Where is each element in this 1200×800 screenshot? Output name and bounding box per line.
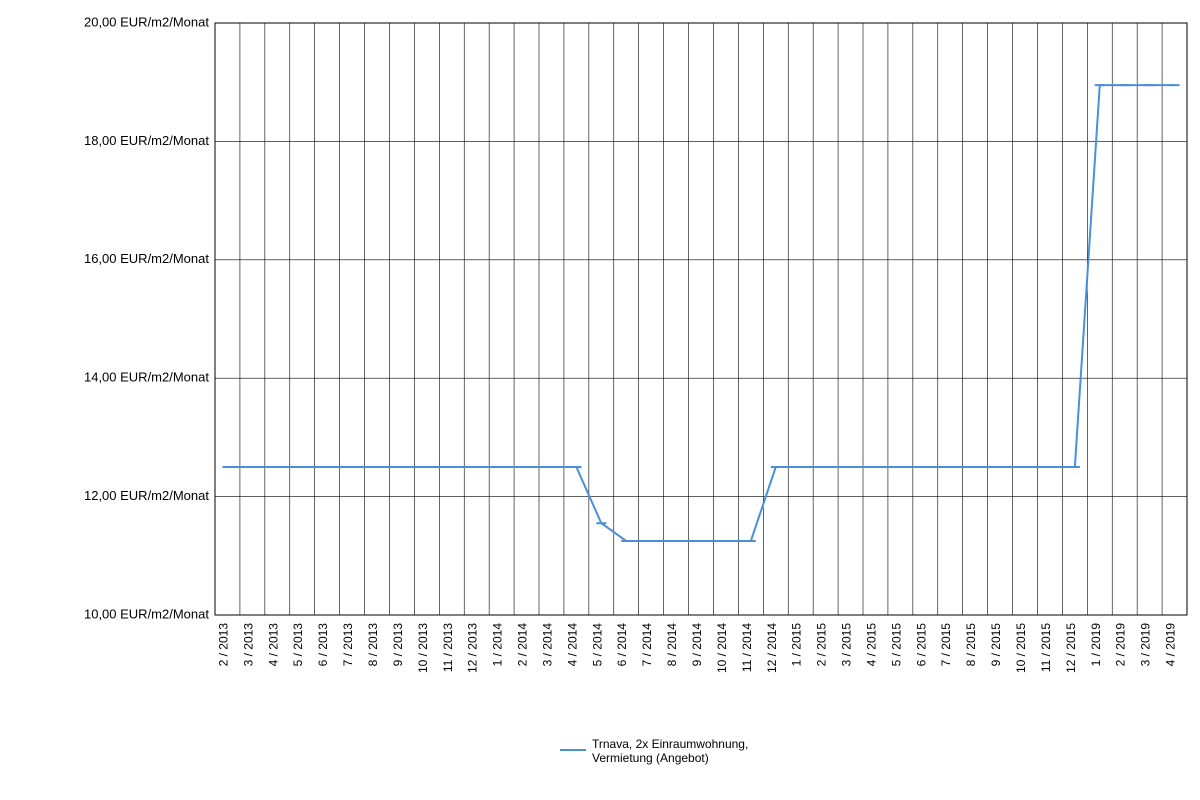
line-chart: 10,00 EUR/m2/Monat 12,00 EUR/m2/Monat 14,0… [0,0,1200,800]
y-tick-label: 16,00 EUR/m2/Monat [84,251,209,266]
x-tick-label: 9 / 2015 [989,623,1003,667]
chart-svg: 10,00 EUR/m2/Monat 12,00 EUR/m2/Monat 14,0… [0,0,1200,800]
x-tick-label: 3 / 2014 [540,623,554,667]
x-tick-label: 3 / 2019 [1139,623,1153,667]
x-tick-label: 4 / 2019 [1164,623,1178,667]
x-tick-label: 7 / 2015 [939,623,953,667]
legend-label: Vermietung (Angebot) [592,751,709,765]
x-tick-label: 3 / 2015 [840,623,854,667]
x-tick-label: 3 / 2013 [241,623,255,667]
x-tick-label: 1 / 2019 [1089,623,1103,667]
x-tick-label: 9 / 2013 [391,623,405,667]
x-tick-label: 8 / 2013 [366,623,380,667]
x-tick-label: 11 / 2014 [740,623,754,672]
x-tick-label: 8 / 2015 [964,623,978,667]
x-tick-label: 2 / 2013 [216,623,230,667]
x-tick-label: 6 / 2015 [914,623,928,667]
x-tick-label: 5 / 2014 [590,623,604,667]
y-tick-label: 10,00 EUR/m2/Monat [84,606,209,621]
x-tick-label: 4 / 2015 [864,623,878,667]
x-tick-label: 9 / 2014 [690,623,704,667]
x-tick-label: 12 / 2014 [765,623,779,673]
x-tick-label: 10 / 2013 [416,623,430,673]
x-tick-label: 6 / 2013 [316,623,330,667]
x-tick-label: 7 / 2013 [341,623,355,667]
x-tick-label: 1 / 2015 [790,623,804,667]
x-tick-label: 11 / 2013 [441,623,455,672]
x-tick-label: 8 / 2014 [665,623,679,667]
legend-label: Trnava, 2x Einraumwohnung, [592,737,748,751]
x-tick-label: 11 / 2015 [1039,623,1053,672]
x-tick-label: 10 / 2014 [715,623,729,673]
x-tick-label: 2 / 2015 [815,623,829,667]
x-tick-label: 4 / 2013 [266,623,280,667]
x-tick-label: 7 / 2014 [640,623,654,667]
x-tick-label: 12 / 2013 [466,623,480,673]
x-tick-label: 2 / 2014 [516,623,530,667]
x-tick-label: 6 / 2014 [615,623,629,667]
y-tick-label: 20,00 EUR/m2/Monat [84,14,209,29]
x-tick-label: 2 / 2019 [1114,623,1128,667]
x-tick-label: 12 / 2015 [1064,623,1078,673]
y-tick-label: 14,00 EUR/m2/Monat [84,370,209,385]
y-tick-label: 12,00 EUR/m2/Monat [84,488,209,503]
x-tick-label: 4 / 2014 [565,623,579,667]
y-tick-label: 18,00 EUR/m2/Monat [84,133,209,148]
x-tick-label: 5 / 2015 [889,623,903,667]
x-tick-label: 5 / 2013 [291,623,305,667]
x-tick-label: 1 / 2014 [491,623,505,667]
x-tick-label: 10 / 2015 [1014,623,1028,673]
